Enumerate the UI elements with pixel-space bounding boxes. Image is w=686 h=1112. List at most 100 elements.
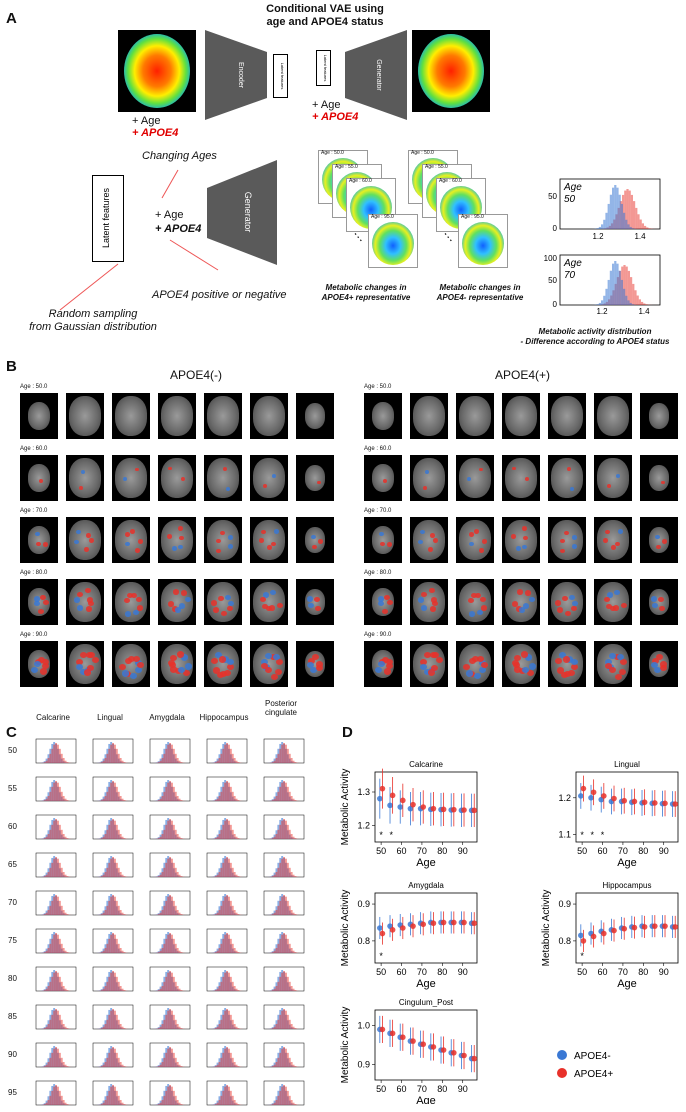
activation-spot — [213, 607, 219, 612]
hist-bar-pos — [635, 208, 637, 229]
stack-caption-pos-1: Metabolic changes in — [316, 283, 416, 293]
activation-spot — [611, 545, 616, 550]
activation-spot — [380, 542, 385, 547]
c-mini-histogram — [256, 1042, 308, 1074]
y-axis-label: Metabolic Activity — [541, 890, 552, 967]
x-tick-label: 50 — [376, 846, 386, 856]
c-row-label: 85 — [8, 1012, 17, 1021]
mri-slice — [594, 455, 632, 501]
activation-spot — [185, 663, 192, 669]
x-tick-label: 50 — [577, 967, 587, 977]
data-point — [632, 799, 638, 805]
data-point — [632, 925, 638, 931]
x-tick-label: 80 — [437, 1084, 447, 1094]
activation-spot — [137, 662, 144, 668]
activation-spot — [40, 668, 47, 674]
c-mini-histogram — [142, 1004, 194, 1036]
mri-slice — [250, 579, 288, 625]
mri-slice — [296, 393, 334, 439]
hist-bar-pos — [641, 302, 643, 305]
mri-brain — [551, 520, 583, 559]
activation-spot — [76, 530, 81, 535]
mri-slice — [296, 517, 334, 563]
c-row-label: 60 — [8, 822, 17, 831]
x-tick-label: 90 — [458, 846, 468, 856]
c-mini-histogram — [256, 852, 308, 884]
activation-spot — [565, 611, 571, 616]
hist-bar-neg — [625, 296, 627, 305]
mri-brain — [207, 396, 239, 435]
title-line-1: Conditional VAE using — [260, 3, 390, 16]
activation-spot — [260, 597, 266, 602]
data-point — [451, 1050, 457, 1056]
data-point — [581, 786, 587, 792]
mri-brain — [69, 644, 101, 683]
activation-spot — [167, 534, 172, 539]
stack-age-label: Age : 60.0 — [349, 178, 372, 184]
y-axis-label: Metabolic Activity — [340, 769, 351, 846]
data-point — [642, 924, 648, 930]
stack-caption-neg: Metabolic changes in APOE4- representati… — [430, 283, 530, 303]
activation-spot — [428, 547, 433, 552]
hist-bar-pos — [628, 271, 630, 305]
c-row-label: 75 — [8, 936, 17, 945]
c-mini-histogram — [142, 1080, 194, 1112]
mri-slice — [112, 455, 150, 501]
hist-bot-ytick-1: 50 — [548, 276, 557, 285]
activation-spot — [479, 468, 483, 472]
c-mini-histogram — [28, 852, 80, 884]
stack-caption-pos-2: APOE4+ representative — [316, 293, 416, 303]
activation-spot — [178, 667, 185, 673]
hist-bar-neg — [614, 261, 616, 305]
hist-bar-pos — [637, 296, 639, 305]
data-point — [471, 1056, 477, 1062]
x-tick-label: 70 — [417, 1084, 427, 1094]
chart-title: Amygdala — [408, 881, 444, 890]
mri-brain — [505, 582, 537, 621]
hist-bar-neg — [616, 188, 618, 229]
data-point — [390, 1031, 396, 1037]
c-row-label: 65 — [8, 860, 17, 869]
c-mini-histogram — [85, 1080, 137, 1112]
mri-slice — [20, 641, 58, 687]
mri-slice — [112, 579, 150, 625]
c-mini-histogram — [256, 738, 308, 770]
mri-slice — [410, 517, 448, 563]
panel-a-title: Conditional VAE using age and APOE4 stat… — [260, 3, 390, 29]
data-point — [591, 934, 597, 940]
c-mini-histogram — [28, 1004, 80, 1036]
mri-brain — [161, 520, 193, 559]
mri-brain — [28, 464, 51, 492]
x-tick-label: 80 — [437, 967, 447, 977]
significance-star: * — [379, 951, 383, 961]
c-row-label: 70 — [8, 898, 17, 907]
activation-spot — [262, 604, 268, 609]
mri-slice — [250, 641, 288, 687]
plus-apoe4-label: + APOE4 — [132, 127, 178, 139]
mri-brain — [459, 458, 491, 497]
hist-top-ytick-0: 50 — [548, 192, 557, 201]
hist-bar-neg — [625, 220, 627, 229]
generator-conditions: + Age + APOE4 — [312, 99, 358, 123]
activation-spot — [34, 596, 40, 601]
c-mini-histogram — [199, 1004, 251, 1036]
mri-slice — [456, 579, 494, 625]
c-mini-histogram — [256, 966, 308, 998]
activation-spot — [178, 545, 183, 550]
stack-brain-image — [462, 222, 504, 265]
x-axis-label: Age — [617, 857, 637, 869]
mri-brain — [28, 402, 51, 430]
mri-slice — [158, 641, 196, 687]
mri-brain — [305, 403, 326, 428]
mri-brain — [649, 589, 670, 614]
mri-brain — [305, 465, 326, 490]
c-mini-histogram — [199, 1080, 251, 1112]
mri-brain — [649, 465, 670, 490]
c-row-label: 80 — [8, 974, 17, 983]
mri-brain — [505, 520, 537, 559]
data-point — [662, 801, 668, 807]
activation-spot — [378, 596, 384, 601]
data-point — [451, 920, 457, 926]
